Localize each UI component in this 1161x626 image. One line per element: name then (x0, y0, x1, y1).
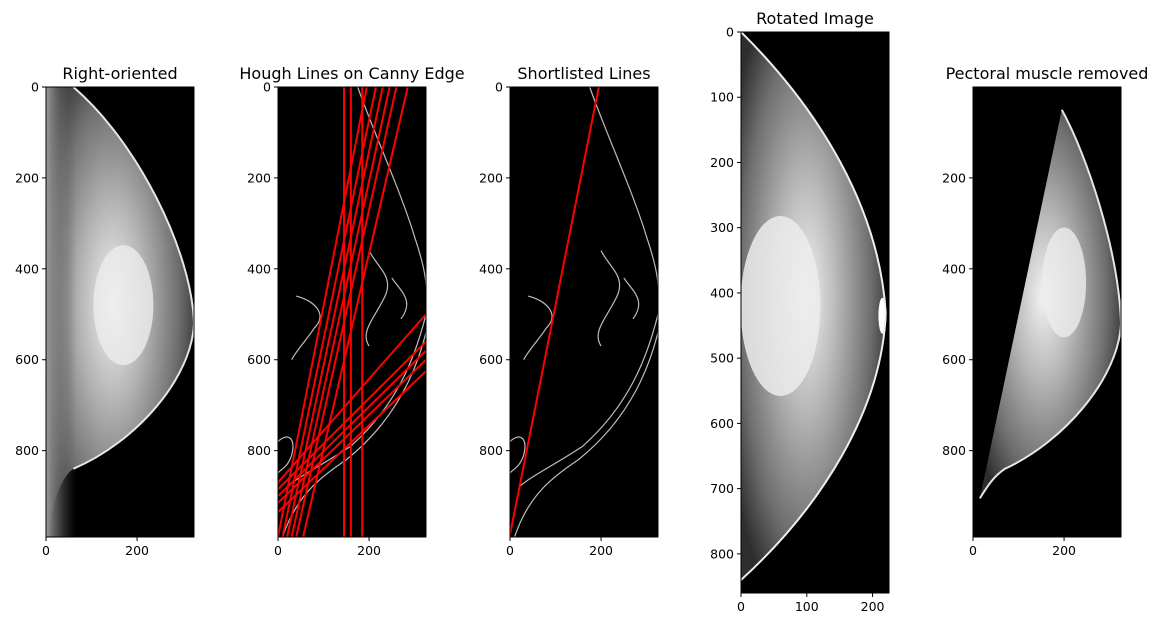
y-tick-label: 0 (263, 80, 271, 95)
panel-1: 0 200 0 200 400 600 800 Right-oriented (15, 64, 195, 558)
y-tick-label: 0 (495, 80, 503, 95)
y-tick-label: 600 (247, 352, 271, 367)
canny-edge (286, 314, 426, 488)
x-tick-label: 0 (969, 543, 977, 558)
canny-edge (365, 250, 389, 347)
image-content (510, 87, 658, 537)
image-background (510, 87, 658, 537)
axes-frame (509, 86, 659, 538)
panel-4: 0 100 200 0 100 200 300 400 500 600 700 800 Rotated … (710, 9, 890, 614)
canny-edge (391, 277, 408, 320)
y-tick-label: 0 (726, 25, 734, 40)
hough-line-6 (286, 87, 384, 537)
axes-frame (45, 86, 195, 538)
dense-tissue (741, 216, 821, 396)
skin-line (978, 109, 1121, 499)
y-tick-label: 800 (942, 443, 966, 458)
y-tick-label: 200 (479, 170, 503, 185)
canny-edge (589, 87, 658, 288)
y-tick-label: 200 (942, 170, 966, 185)
image-content (741, 32, 887, 581)
x-tick-label: 200 (589, 543, 613, 558)
panel-title: Hough Lines on Canny Edge (239, 64, 464, 83)
panel-3: 0 200 0 200 400 600 800 Shortlisted Lines (479, 64, 659, 558)
x-tick-label: 0 (506, 543, 514, 558)
y-tick-label: 200 (710, 155, 734, 170)
image-content (46, 87, 194, 537)
canny-edge (291, 295, 321, 360)
x-tick-label: 200 (1052, 543, 1076, 558)
y-tick-label: 600 (479, 352, 503, 367)
hough-line-10 (278, 313, 426, 484)
image-background (278, 87, 426, 537)
image-content (278, 87, 426, 537)
hough-line-7 (290, 87, 391, 537)
hough-line-12 (278, 349, 426, 497)
y-tick-label: 500 (710, 351, 734, 366)
canny-edge (623, 277, 640, 320)
x-tick-label: 200 (357, 543, 381, 558)
y-tick-label: 200 (15, 170, 39, 185)
y-tick-label: 800 (247, 443, 271, 458)
x-tick-label: 200 (125, 543, 149, 558)
canny-edge (510, 436, 526, 474)
skin-line (741, 32, 887, 581)
y-tick-label: 0 (31, 80, 39, 95)
x-tick-label: 100 (795, 599, 819, 614)
y-tick-label: 400 (15, 261, 39, 276)
y-tick-label: 800 (710, 546, 734, 561)
y-tick-label: 800 (15, 443, 39, 458)
canny-edge (523, 295, 553, 360)
y-tick-label: 300 (710, 220, 734, 235)
pectoral-region (46, 87, 76, 537)
canny-edge (597, 250, 621, 347)
hough-line-11 (278, 340, 426, 490)
y-tick-label: 700 (710, 481, 734, 496)
y-tick-label: 800 (479, 443, 503, 458)
panel-title: Rotated Image (756, 9, 874, 28)
hough-line-14 (278, 370, 426, 513)
y-tick-label: 200 (247, 170, 271, 185)
axes-frame (972, 86, 1122, 538)
panel-2: 0 200 0 200 400 600 800 Hough Lines on Canny Ed… (239, 64, 464, 558)
hough-line-5 (281, 87, 377, 537)
canny-edge (518, 314, 658, 488)
panel-title: Pectoral muscle removed (946, 64, 1149, 83)
image-content (978, 109, 1121, 499)
canny-edge (357, 87, 426, 288)
x-tick-label: 0 (42, 543, 50, 558)
dense-tissue (1042, 227, 1087, 338)
panel-title: Shortlisted Lines (517, 64, 650, 83)
x-tick-label: 0 (274, 543, 282, 558)
y-tick-label: 600 (15, 352, 39, 367)
panel-title: Right-oriented (62, 64, 177, 83)
canny-edge (278, 436, 294, 474)
canny-edge (513, 332, 658, 537)
axes-frame (740, 31, 890, 594)
y-tick-label: 100 (710, 90, 734, 105)
x-tick-label: 0 (737, 599, 745, 614)
y-tick-label: 400 (710, 285, 734, 300)
y-tick-label: 600 (710, 416, 734, 431)
axes-frame (277, 86, 427, 538)
hough-line-13 (278, 359, 426, 504)
dense-tissue (93, 245, 154, 366)
hough-line-4 (278, 87, 368, 537)
y-tick-label: 600 (942, 352, 966, 367)
hough-line-1 (510, 87, 600, 535)
panel-5: 0 200 200 400 600 800 Pectoral muscle removed (942, 64, 1148, 558)
y-tick-label: 400 (479, 261, 503, 276)
y-tick-label: 400 (942, 261, 966, 276)
y-tick-label: 400 (247, 261, 271, 276)
x-tick-label: 200 (861, 599, 885, 614)
